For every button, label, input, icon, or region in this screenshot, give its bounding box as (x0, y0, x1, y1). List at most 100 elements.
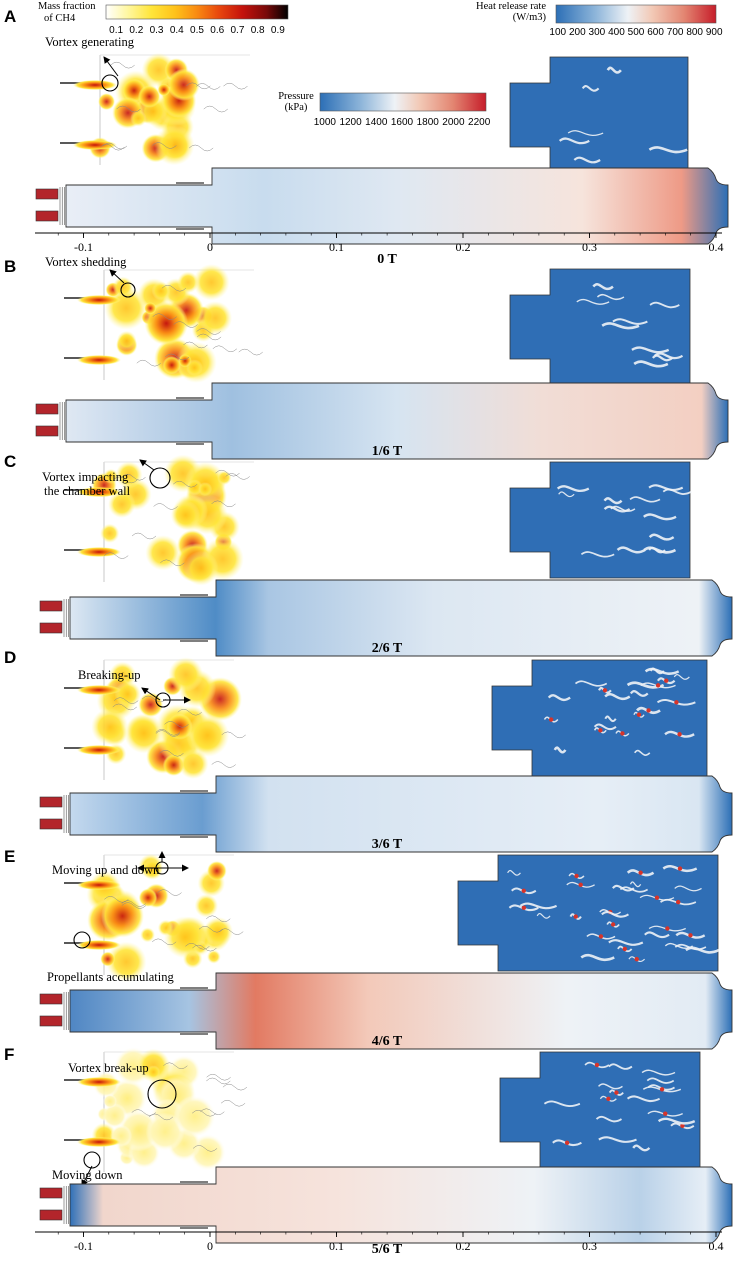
ch4-colorbar-tick-label: 0.6 (210, 25, 224, 36)
hrr-colorbar-tick-label: 900 (706, 27, 723, 38)
axis-tick-label: 0.1 (329, 1239, 344, 1253)
time-label: 4/6 T (372, 1034, 403, 1049)
pressure-colorbar-tick-label: 2200 (468, 117, 491, 128)
ch4-colorbar-title-2: of CH4 (44, 13, 76, 24)
pressure-colorbar-bar (319, 92, 487, 112)
panel-letter: B (4, 257, 16, 276)
ch4-colorbar-bar (105, 4, 289, 20)
pressure-colorbar-tick-label: 1400 (365, 117, 388, 128)
hrr-colorbar-tick-label: 100 (549, 27, 566, 38)
panel-letter: A (4, 7, 16, 26)
heat-release-field (509, 56, 689, 174)
panel-b: B Vortex shedding 1/6 T (4, 255, 729, 460)
pressure-colorbar-tick-label: 2000 (442, 117, 465, 128)
vortex-marker (139, 459, 171, 489)
axis-tick-label: 0.4 (709, 1239, 724, 1253)
vortex-marker (73, 851, 189, 949)
axis-tick-label: 0 (207, 1239, 213, 1253)
pressure-colorbar-ticks: 1000 1200 1400 1600 1800 2000 2200 (314, 117, 491, 128)
panel-letter: D (4, 648, 16, 667)
hrr-colorbar-tick-label: 300 (589, 27, 606, 38)
annotation-label: Vortex generating (45, 35, 135, 49)
axis-tick-label: 0.1 (329, 240, 344, 254)
annotation-label: Propellants accumulating (47, 970, 174, 984)
vortex-marker (101, 56, 119, 92)
time-label: 2/6 T (372, 641, 403, 656)
axis-tick-label: 0 (207, 240, 213, 254)
axis-tick-label: 0.3 (582, 1239, 597, 1253)
hrr-colorbar-bar (555, 4, 717, 24)
ch4-colorbar-tick-label: 0.5 (190, 25, 204, 36)
panel-d: D Breaking-up 3/6 T (4, 648, 733, 853)
pressure-field (35, 167, 729, 245)
x-axis-panel-a: -0.1 0 0.1 0.2 0.3 0.4 (35, 232, 724, 254)
ch4-colorbar-ticks: 0.1 0.2 0.3 0.4 0.5 0.6 0.7 0.8 0.9 (109, 25, 285, 36)
heat-release-field (491, 659, 708, 777)
ch4-colorbar-tick-label: 0.9 (271, 25, 285, 36)
ch4-colorbar-tick-label: 0.3 (150, 25, 164, 36)
heat-release-field (509, 268, 691, 386)
pressure-field (35, 382, 729, 460)
axis-tick-label: -0.1 (74, 1239, 93, 1253)
pressure-colorbar-title-1: Pressure (278, 91, 314, 102)
hrr-colorbar-tick-label: 600 (647, 27, 664, 38)
ch4-field (60, 52, 250, 166)
time-label: 5/6 T (372, 1242, 403, 1257)
annotation-label: Vortex break-up (68, 1061, 149, 1075)
ch4-colorbar-tick-label: 0.7 (230, 25, 244, 36)
time-label: 1/6 T (372, 444, 403, 459)
pressure-colorbar-tick-label: 1200 (339, 117, 362, 128)
ch4-colorbar: Mass fraction of CH4 0.1 0.2 0.3 0.4 0.5 0.6 0… (38, 1, 289, 36)
annotation-label: the chamber wall (44, 484, 131, 498)
ch4-colorbar-tick-label: 0.4 (170, 25, 184, 36)
pressure-field (39, 579, 733, 657)
hrr-colorbar-tick-label: 500 (628, 27, 645, 38)
panel-e: E Moving up and down Propellants accumulat… (4, 847, 733, 1050)
pressure-colorbar-tick-label: 1000 (314, 117, 337, 128)
hrr-colorbar-title-2: (W/m3) (513, 12, 547, 23)
axis-tick-label: -0.1 (74, 240, 93, 254)
pressure-field (39, 775, 733, 853)
pressure-field (39, 1166, 733, 1244)
hrr-colorbar-tick-label: 700 (667, 27, 684, 38)
ch4-colorbar-tick-label: 0.8 (251, 25, 265, 36)
panel-a: A Vortex generating 0 T (4, 7, 729, 267)
axis-tick-label: 0.3 (582, 240, 597, 254)
axis-tick-label: 0.4 (709, 240, 724, 254)
ch4-field (64, 657, 246, 780)
heat-release-field (509, 461, 692, 579)
time-label: 3/6 T (372, 837, 403, 852)
vortex-marker (81, 1079, 177, 1187)
ch4-colorbar-tick-label: 0.2 (129, 25, 143, 36)
annotation-label: Moving up and down (52, 863, 160, 877)
panel-letter: E (4, 847, 15, 866)
vortex-marker (141, 687, 191, 708)
axis-tick-label: 0.2 (456, 1239, 471, 1253)
time-label: 0 T (377, 252, 397, 267)
ch4-field (64, 454, 254, 586)
ch4-colorbar-tick-label: 0.1 (109, 25, 123, 36)
heat-release-field (457, 854, 720, 972)
hrr-colorbar-tick-label: 800 (686, 27, 703, 38)
pressure-colorbar-tick-label: 1800 (417, 117, 440, 128)
ch4-colorbar-title-1: Mass fraction (38, 1, 96, 12)
annotation-label: Breaking-up (78, 668, 140, 682)
hrr-colorbar-tick-label: 400 (608, 27, 625, 38)
ch4-field (64, 1047, 248, 1172)
hrr-colorbar-title-1: Heat release rate (476, 1, 546, 12)
pressure-colorbar: Pressure (kPa) 1000 1200 1400 1600 1800 2000 2… (278, 91, 490, 128)
vortex-marker (109, 269, 136, 298)
heat-release-field (499, 1051, 701, 1169)
panel-letter: F (4, 1045, 14, 1064)
hrr-colorbar-ticks: 100 200 300 400 500 600 700 800 900 (549, 27, 723, 38)
x-axis-panel-f: -0.1 0 0.1 0.2 0.3 0.4 (35, 1231, 724, 1253)
axis-tick-label: 0.2 (456, 240, 471, 254)
pressure-colorbar-title-2: (kPa) (285, 102, 308, 113)
pressure-field (39, 972, 733, 1050)
ch4-field (64, 853, 244, 983)
ch4-field (64, 264, 263, 383)
hrr-colorbar: Heat release rate (W/m3) 100 200 300 400 500… (476, 1, 723, 38)
